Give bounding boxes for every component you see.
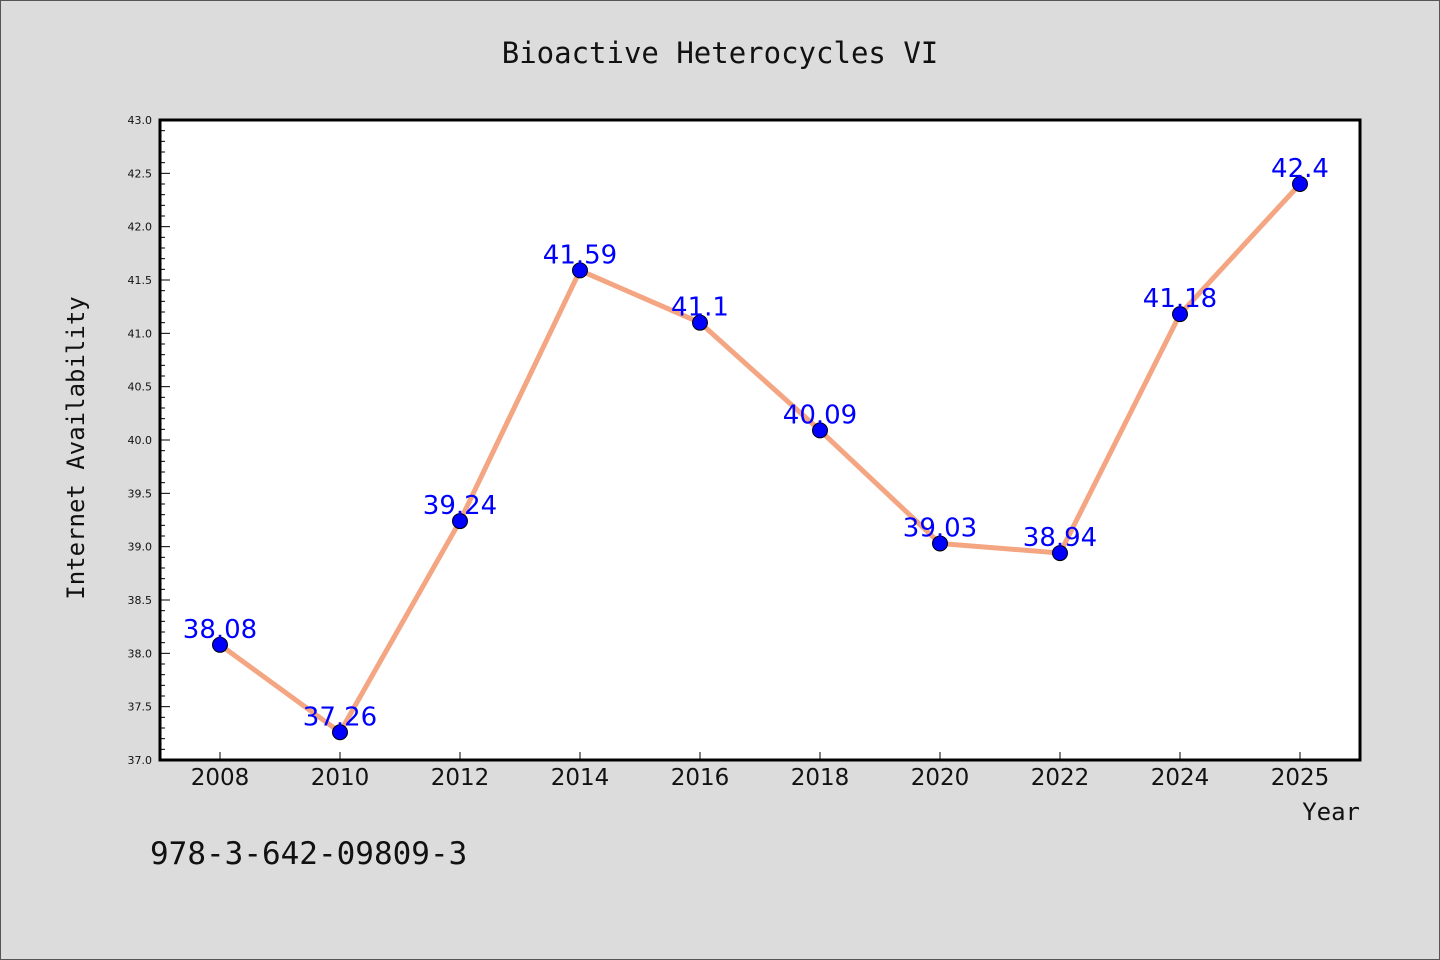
y-tick-label: 40.0 [128,434,153,447]
data-label: 41.1 [671,293,729,323]
data-point [572,262,588,279]
data-point [932,535,948,552]
axis-ticks: 37.0 37.5 38.0 38.5 39.0 39.5 40.0 40.5 41.0 41.5… [128,114,1330,791]
series-line [217,181,1303,735]
y-tick-label: 40.5 [128,381,153,394]
y-tick-label: 38.5 [128,594,153,607]
data-point [212,636,228,653]
footnote-isbn: 978-3-642-09809-3 [150,836,467,872]
x-tick-label: 2008 [191,765,250,791]
data-label: 38.94 [1023,523,1097,553]
plot-border [158,118,1362,762]
chart-title: Bioactive Heterocycles VI [502,36,939,70]
x-tick-label: 2012 [431,765,490,791]
data-label: 41.18 [1143,284,1217,314]
y-tick-label: 38.0 [128,647,153,660]
data-point [452,513,468,530]
y-tick-label: 39.0 [128,541,153,554]
y-tick-label: 41.0 [128,327,153,340]
x-tick-label: 2020 [911,765,970,791]
x-tick-label: 2022 [1031,765,1090,791]
data-point [332,724,348,741]
data-label: 37.26 [303,702,377,732]
x-tick-label: 2018 [791,765,850,791]
y-tick-label: 37.0 [128,754,153,767]
y-tick-label: 39.5 [128,487,153,500]
data-label: 42.4 [1271,154,1329,184]
y-tick-label: 37.5 [128,701,153,714]
data-label: 41.59 [543,240,617,270]
data-point [812,422,828,439]
y-axis-label: Internet Availability [62,296,90,599]
data-point [692,314,708,331]
x-tick-label: 2014 [551,765,610,791]
data-label: 40.09 [783,400,857,430]
x-axis-label: Year [1302,798,1360,826]
y-tick-label: 42.5 [128,167,153,180]
x-tick-label: 2025 [1271,765,1330,791]
plot-area [160,120,1360,760]
series-layer: 38.08 37.26 39.24 41.59 41.1 40.09 39.03 38.94 4… [183,154,1329,741]
data-point [1292,176,1308,192]
data-point [1052,545,1068,562]
x-tick-label: 2010 [311,765,370,791]
y-tick-label: 41.5 [128,274,153,287]
data-label: 38.08 [183,615,257,645]
data-label: 39.03 [903,513,977,543]
data-point [1172,306,1188,323]
y-tick-label: 42.0 [128,221,153,234]
x-tick-label: 2016 [671,765,730,791]
data-label: 39.24 [423,491,497,521]
x-tick-label: 2024 [1151,765,1210,791]
y-tick-label: 43.0 [128,114,153,127]
